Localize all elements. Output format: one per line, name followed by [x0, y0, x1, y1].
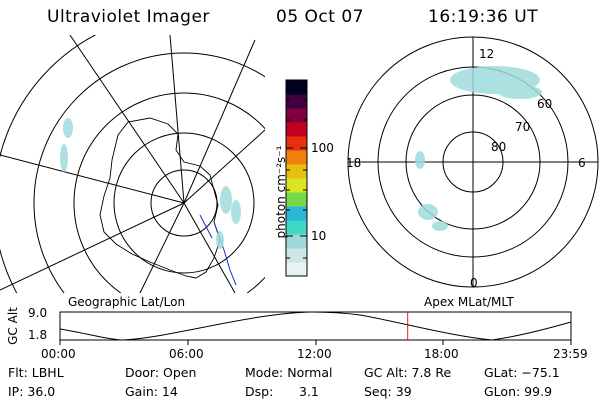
info-door: Door: Open — [125, 365, 197, 380]
time-label: 16:19:36 UT — [428, 7, 539, 27]
lon-line — [69, 35, 185, 204]
aurora-patch — [220, 186, 232, 214]
colorbar-band — [286, 80, 307, 95]
mlt-label-12: 12 — [479, 47, 495, 61]
mlat-label-60: 60 — [537, 97, 553, 111]
aurora-patch — [60, 144, 68, 172]
colorbar-tick-100: 100 — [311, 141, 334, 155]
mlt-label-6: 6 — [578, 156, 586, 170]
geographic-label: Geographic Lat/Lon — [68, 295, 186, 309]
altitude-curve — [59, 311, 572, 341]
colorbar-band — [286, 234, 307, 249]
aurora-oval — [498, 85, 542, 99]
aurora-patch — [216, 231, 224, 249]
colorbar-band — [286, 220, 307, 235]
aurora-patch — [231, 200, 241, 224]
colorbar-band — [286, 178, 307, 193]
colorbar-unit-label: photon cm⁻²s⁻¹ — [274, 145, 288, 239]
timeline-ymax: 9.0 — [28, 306, 48, 320]
colorbar-band — [286, 136, 307, 151]
aurora-patch — [418, 204, 438, 220]
info-gain: Gain: 14 — [125, 384, 178, 399]
colorbar-band — [286, 192, 307, 207]
lon-line — [183, 129, 265, 204]
altitude-timeline — [59, 311, 572, 345]
apex-label: Apex MLat/MLT — [424, 295, 514, 309]
lat-circle — [150, 169, 218, 237]
colorbar — [286, 80, 307, 277]
info-ip: IP: 36.0 — [8, 384, 56, 399]
mlat-label-80: 80 — [491, 140, 507, 154]
lon-line — [183, 39, 256, 204]
lat-circle — [113, 132, 255, 274]
aurora-patch — [63, 118, 73, 138]
info-dsp-value: 3.1 — [299, 384, 319, 399]
lon-line — [0, 202, 185, 291]
colorbar-band — [286, 248, 307, 263]
mlt-label-0: 0 — [470, 276, 478, 290]
instrument-title: Ultraviolet Imager — [47, 7, 210, 27]
info-glat: GLat: −75.1 — [484, 365, 560, 380]
continent-outline — [99, 117, 221, 279]
timeline-tick-1800: 18:00 — [424, 347, 459, 361]
timeline-tick-0000: 00:00 — [41, 347, 76, 361]
lon-line — [169, 35, 185, 204]
colorbar-band — [286, 108, 307, 123]
lat-circle — [73, 92, 265, 293]
mlat-label-70: 70 — [515, 120, 531, 134]
colorbar-band — [286, 206, 307, 221]
aurora-patch — [432, 221, 448, 231]
mlt-label-18: 18 — [346, 156, 362, 170]
colorbar-band — [286, 94, 307, 109]
info-flt: Flt: LBHL — [8, 365, 64, 380]
lon-line — [0, 154, 185, 204]
info-seq: Seq: 39 — [364, 384, 412, 399]
timeline-tick-0600: 06:00 — [169, 347, 204, 361]
info-mode: Mode: Normal — [245, 365, 333, 380]
info-gc-alt: GC Alt: 7.8 Re — [364, 365, 452, 380]
info-glon: GLon: 99.9 — [484, 384, 553, 399]
colorbar-band — [286, 164, 307, 179]
colorbar-band — [286, 150, 307, 165]
colorbar-tick-10: 10 — [311, 229, 327, 243]
timeline-tick-1200: 12:00 — [297, 347, 332, 361]
date-label: 05 Oct 07 — [276, 7, 364, 27]
timeline-tick-2359: 23:59 — [553, 347, 588, 361]
colorbar-band — [286, 262, 307, 277]
lat-circle — [33, 52, 265, 293]
lon-line — [183, 202, 236, 293]
polar-plot — [347, 36, 599, 288]
lat-circle — [0, 35, 97, 293]
aurora-patch — [415, 151, 425, 169]
timeline-ymin: 1.8 — [28, 328, 48, 342]
lon-line — [139, 202, 185, 293]
info-dsp-label: Dsp: — [245, 384, 274, 399]
timeline-ylabel: GC Alt — [6, 307, 20, 345]
colorbar-band — [286, 122, 307, 137]
